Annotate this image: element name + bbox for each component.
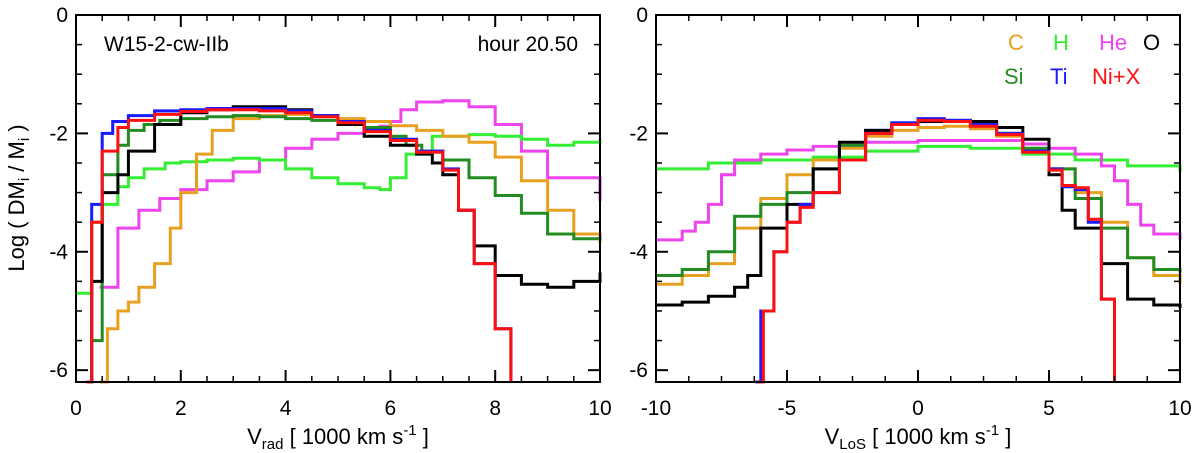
left-y-tick-label: 0 — [56, 4, 68, 27]
right-legend: C H He O Si Ti Ni+X — [1004, 30, 1160, 89]
left-x-tick-label: 6 — [385, 397, 397, 420]
left-series-si — [91, 114, 602, 343]
right-y-tick-label: -2 — [629, 122, 648, 145]
right-x-tick-label: 5 — [1043, 397, 1055, 420]
left-x-tick-label: 8 — [489, 397, 501, 420]
legend-entry-h: H — [1053, 30, 1069, 55]
left-model-label: W15-2-cw-IIb — [104, 33, 229, 56]
right-series-group — [656, 117, 1182, 384]
left-series-o — [86, 105, 602, 384]
right-y-tick-label: 0 — [636, 4, 648, 27]
left-x-axis-label: Vrad [ 1000 km s-1 ] — [247, 422, 429, 453]
legend-entry-c: C — [1008, 30, 1024, 55]
legend-entry-ni-x: Ni+X — [1092, 64, 1141, 89]
left-x-tick-label: 10 — [588, 397, 611, 420]
right-x-tick-label: -10 — [641, 397, 671, 420]
left-series-he — [99, 99, 602, 289]
legend-entry-si: Si — [1004, 64, 1024, 89]
left-series-group — [76, 99, 602, 384]
left-x-tick-label: 4 — [280, 397, 292, 420]
right-panel: -10 -5 0 5 10 0 -2 -4 -6 C H He O Si Ti Ni+X VLoS [ 10… — [629, 4, 1191, 453]
legend-entry-he: He — [1099, 30, 1127, 55]
right-ticks: -10 -5 0 5 10 0 -2 -4 -6 — [629, 4, 1191, 420]
left-y-tick-label: -4 — [49, 241, 68, 264]
right-x-tick-label: 10 — [1168, 397, 1191, 420]
right-x-tick-label: 0 — [912, 397, 924, 420]
right-series-ti — [755, 117, 1116, 384]
left-series-c — [99, 112, 602, 384]
right-x-tick-label: -5 — [778, 397, 797, 420]
right-y-tick-label: -4 — [629, 241, 648, 264]
right-y-tick-label: -6 — [629, 359, 648, 382]
right-x-axis-label: VLoS [ 1000 km s-1 ] — [825, 422, 1012, 453]
left-series-h — [76, 133, 602, 295]
right-series-he — [656, 139, 1182, 242]
left-time-label: hour 20.50 — [478, 33, 578, 56]
left-y-axis-label: Log ( DMi / Mi ) — [4, 124, 33, 271]
legend-entry-o: O — [1143, 30, 1160, 55]
left-y-tick-label: -2 — [49, 122, 68, 145]
legend-entry-ti: Ti — [1050, 64, 1068, 89]
left-x-tick-label: 2 — [175, 397, 187, 420]
left-y-tick-label: -6 — [49, 359, 68, 382]
left-ticks: 0 2 4 6 8 10 0 -2 -4 -6 — [49, 4, 611, 420]
left-x-tick-label: 0 — [70, 397, 82, 420]
left-series-ni-x — [86, 108, 513, 384]
left-panel: 0 2 4 6 8 10 0 -2 -4 -6 W15-2-cw-IIb hour 20.50 V… — [4, 4, 612, 453]
right-series-h — [656, 144, 1182, 172]
right-series-ni-x — [758, 118, 1116, 384]
